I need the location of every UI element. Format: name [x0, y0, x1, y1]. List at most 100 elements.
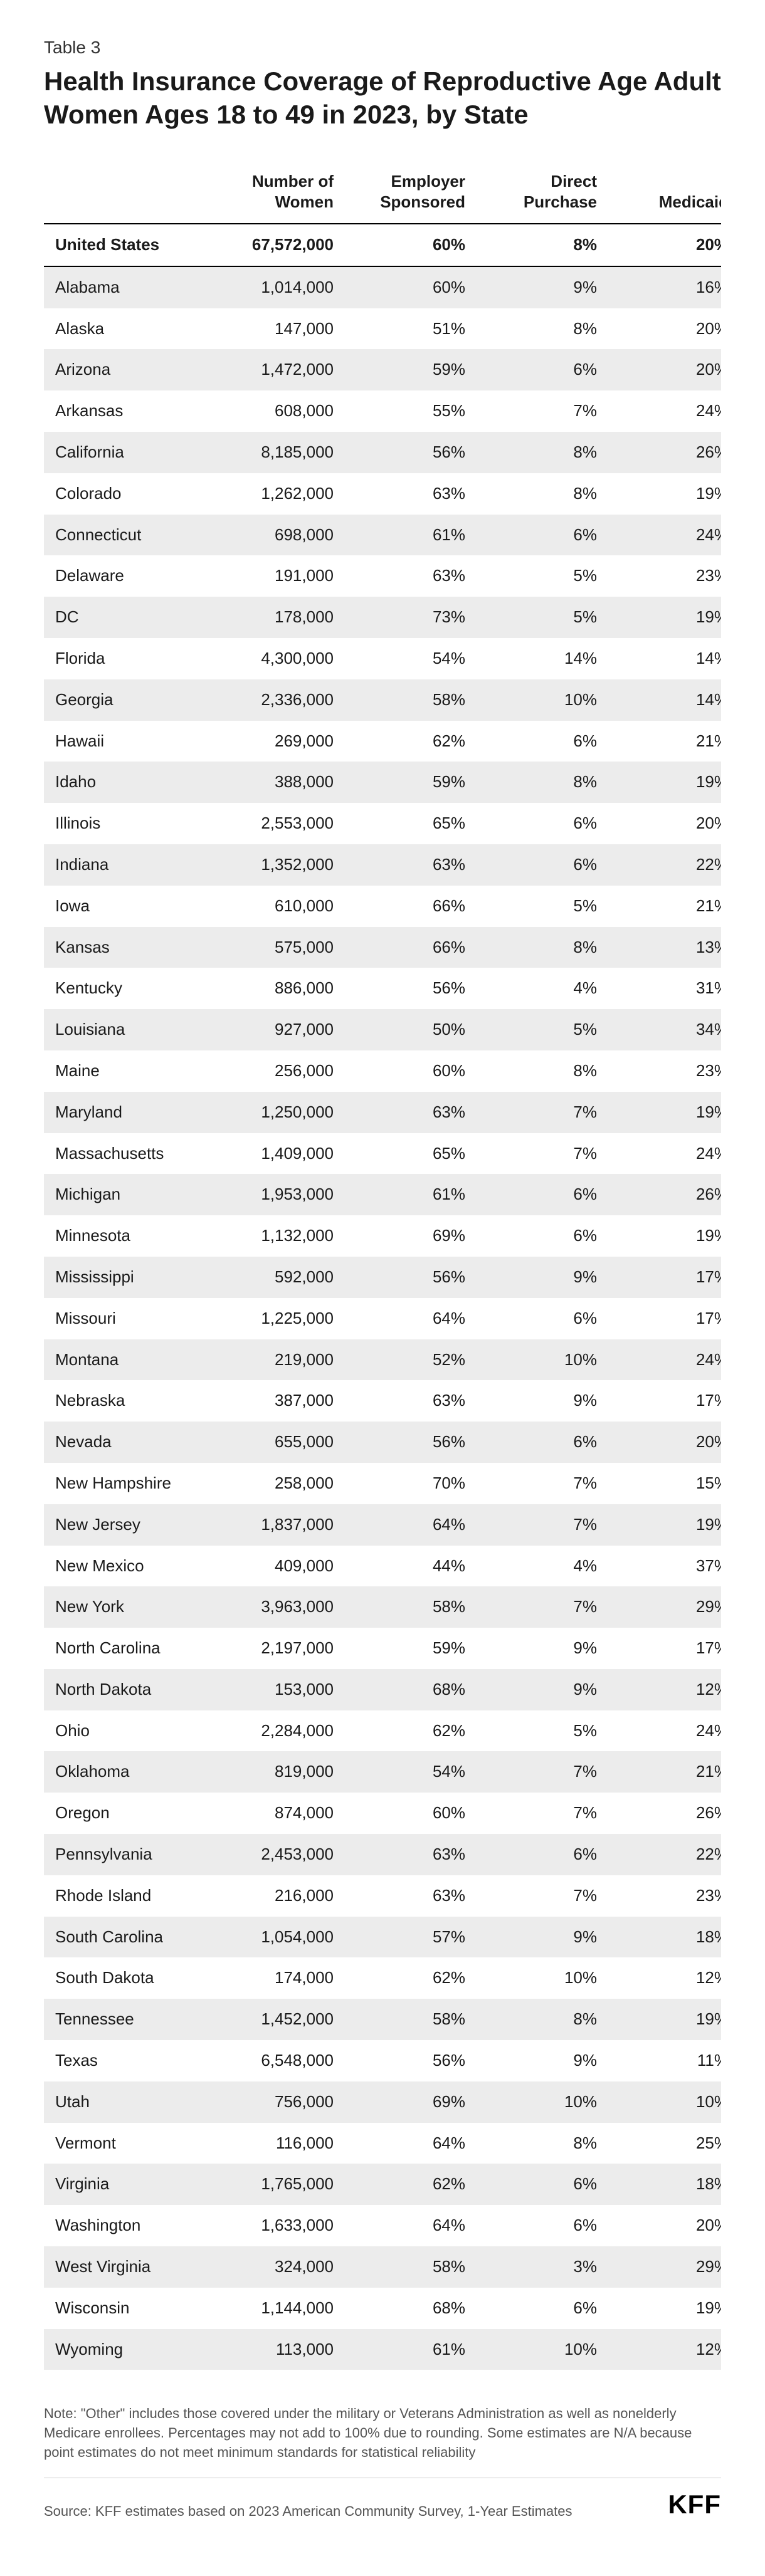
- cell-value: 1,633,000: [201, 2205, 345, 2246]
- cell-value: 64%: [345, 1504, 477, 1546]
- row-label: Pennsylvania: [44, 1834, 201, 1875]
- cell-value: 52%: [345, 1339, 477, 1381]
- cell-value: 174,000: [201, 1957, 345, 1999]
- cell-value: 63%: [345, 1380, 477, 1422]
- cell-value: 8%: [477, 1999, 608, 2040]
- cell-value: 7%: [477, 1092, 608, 1133]
- cell-value: 23%: [608, 1875, 721, 1917]
- cell-value: 26%: [608, 1793, 721, 1834]
- cell-value: 5%: [477, 886, 608, 927]
- row-label: Arizona: [44, 349, 201, 390]
- cell-value: 2,453,000: [201, 1834, 345, 1875]
- cell-value: 63%: [345, 555, 477, 597]
- cell-value: 6%: [477, 721, 608, 762]
- table-row: Washington1,633,00064%6%20%: [44, 2205, 721, 2246]
- cell-value: 62%: [345, 1957, 477, 1999]
- table-row: Texas6,548,00056%9%11%: [44, 2040, 721, 2081]
- cell-value: 23%: [608, 555, 721, 597]
- cell-value: 6%: [477, 803, 608, 844]
- cell-value: 19%: [608, 1215, 721, 1257]
- row-label: New York: [44, 1586, 201, 1628]
- row-label: United States: [44, 224, 201, 266]
- cell-value: 19%: [608, 597, 721, 638]
- cell-value: 65%: [345, 1133, 477, 1175]
- cell-value: 60%: [345, 1793, 477, 1834]
- table-row: South Carolina1,054,00057%9%18%: [44, 1917, 721, 1958]
- cell-value: 6%: [477, 1834, 608, 1875]
- table-row: Connecticut698,00061%6%24%: [44, 515, 721, 556]
- cell-value: 66%: [345, 886, 477, 927]
- row-label: Colorado: [44, 473, 201, 515]
- cell-value: 10%: [477, 2081, 608, 2123]
- cell-value: 9%: [477, 1257, 608, 1298]
- row-label: Kansas: [44, 927, 201, 968]
- cell-value: 8%: [477, 224, 608, 266]
- row-label: Utah: [44, 2081, 201, 2123]
- row-label: Wyoming: [44, 2329, 201, 2370]
- cell-value: 64%: [345, 1298, 477, 1339]
- cell-value: 12%: [608, 1669, 721, 1710]
- cell-value: 26%: [608, 432, 721, 473]
- table-body: United States67,572,00060%8%20%Alabama 1,…: [44, 224, 721, 2370]
- cell-value: 68%: [345, 1669, 477, 1710]
- table-row: North Carolina2,197,00059%9%17%: [44, 1628, 721, 1669]
- table-row: Kentucky886,00056%4%31%: [44, 968, 721, 1009]
- cell-value: 17%: [608, 1298, 721, 1339]
- cell-value: 6%: [477, 2164, 608, 2205]
- row-label: Tennessee: [44, 1999, 201, 2040]
- row-label: Nebraska: [44, 1380, 201, 1422]
- cell-value: 20%: [608, 2205, 721, 2246]
- cell-value: 6%: [477, 844, 608, 886]
- cell-value: 19%: [608, 473, 721, 515]
- cell-value: 191,000: [201, 555, 345, 597]
- row-label: Oregon: [44, 1793, 201, 1834]
- cell-value: 24%: [608, 1133, 721, 1175]
- cell-value: 23%: [608, 1050, 721, 1092]
- table-row: United States67,572,00060%8%20%: [44, 224, 721, 266]
- cell-value: 56%: [345, 1257, 477, 1298]
- cell-value: 17%: [608, 1257, 721, 1298]
- cell-value: 6%: [477, 515, 608, 556]
- cell-value: 4%: [477, 1546, 608, 1587]
- row-label: Alabama: [44, 266, 201, 308]
- cell-value: 73%: [345, 597, 477, 638]
- row-label: Louisiana: [44, 1009, 201, 1050]
- cell-value: 10%: [477, 679, 608, 721]
- cell-value: 69%: [345, 1215, 477, 1257]
- cell-value: 7%: [477, 1586, 608, 1628]
- cell-value: 56%: [345, 432, 477, 473]
- cell-value: 12%: [608, 1957, 721, 1999]
- row-label: Florida: [44, 638, 201, 679]
- cell-value: 3,963,000: [201, 1586, 345, 1628]
- cell-value: 64%: [345, 2123, 477, 2164]
- cell-value: 178,000: [201, 597, 345, 638]
- table-row: New Hampshire258,00070%7%15%: [44, 1463, 721, 1504]
- cell-value: 58%: [345, 679, 477, 721]
- cell-value: 61%: [345, 2329, 477, 2370]
- row-label: Illinois: [44, 803, 201, 844]
- cell-value: 1,837,000: [201, 1504, 345, 1546]
- cell-value: 55%: [345, 390, 477, 432]
- cell-value: 6%: [477, 1298, 608, 1339]
- table-row: Arkansas608,00055%7%24%: [44, 390, 721, 432]
- cell-value: 8%: [477, 762, 608, 803]
- cell-value: 70%: [345, 1463, 477, 1504]
- cell-value: 59%: [345, 349, 477, 390]
- row-label: Virginia: [44, 2164, 201, 2205]
- cell-value: 2,284,000: [201, 1710, 345, 1752]
- cell-value: 37%: [608, 1546, 721, 1587]
- row-label: Kentucky: [44, 968, 201, 1009]
- cell-value: 387,000: [201, 1380, 345, 1422]
- table-row: Maine256,00060%8%23%: [44, 1050, 721, 1092]
- table-row: New Mexico409,00044%4%37%: [44, 1546, 721, 1587]
- cell-value: 116,000: [201, 2123, 345, 2164]
- cell-value: 608,000: [201, 390, 345, 432]
- cell-value: 50%: [345, 1009, 477, 1050]
- cell-value: 5%: [477, 1710, 608, 1752]
- table-row: Louisiana927,00050%5%34%: [44, 1009, 721, 1050]
- row-label: Missouri: [44, 1298, 201, 1339]
- row-label: Idaho: [44, 762, 201, 803]
- cell-value: 22%: [608, 844, 721, 886]
- cell-value: 19%: [608, 1092, 721, 1133]
- table-row: Minnesota1,132,00069%6%19%: [44, 1215, 721, 1257]
